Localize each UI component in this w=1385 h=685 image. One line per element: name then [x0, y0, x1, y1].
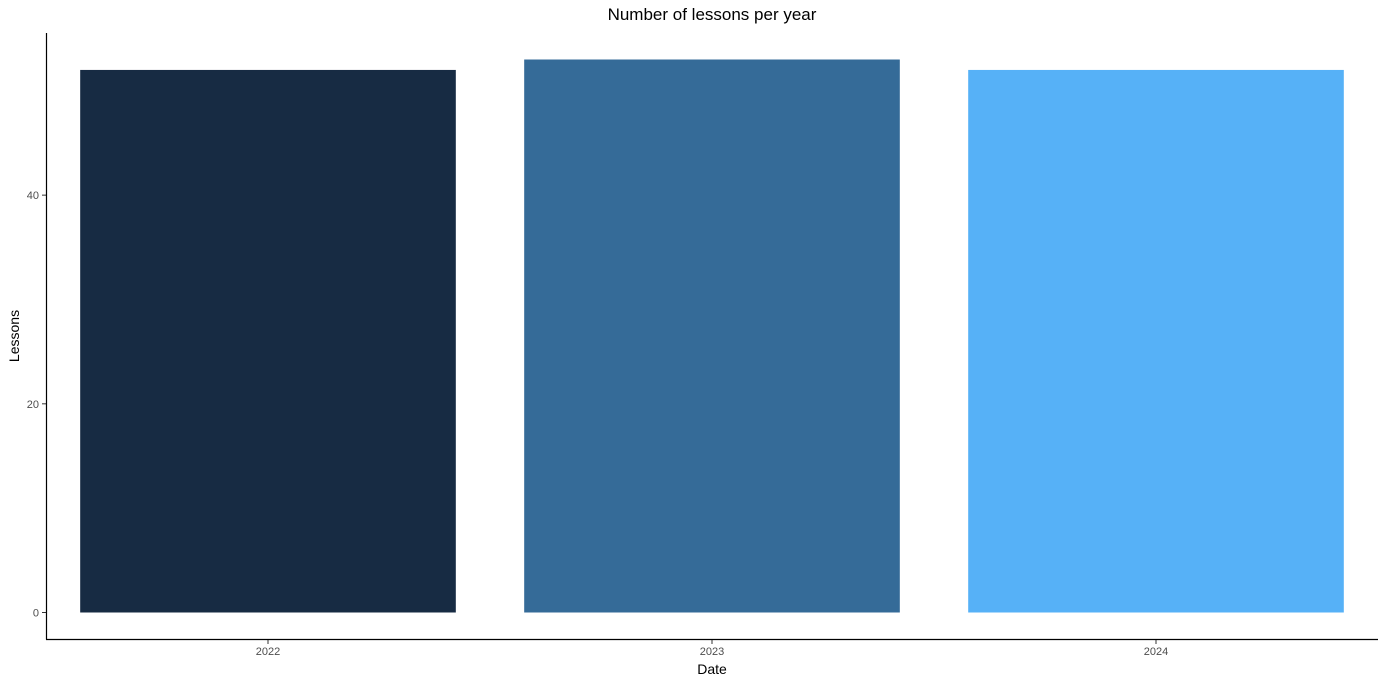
bar-2022	[80, 69, 456, 613]
x-tick-label: 2022	[256, 646, 280, 658]
x-axis-title: Date	[697, 661, 727, 677]
y-tick-label: 40	[27, 190, 39, 202]
y-tick-label: 20	[27, 399, 39, 411]
bar-2024	[968, 69, 1344, 613]
chart-title: Number of lessons per year	[608, 5, 817, 24]
y-tick-label: 0	[33, 608, 39, 620]
y-axis-ticks: 0 20 40	[27, 190, 46, 620]
x-tick-label: 2023	[700, 646, 724, 658]
x-axis-ticks: 2022 2023 2024	[256, 640, 1168, 658]
x-tick-label: 2024	[1144, 646, 1168, 658]
bars-group	[80, 59, 1344, 613]
y-axis-title: Lessons	[6, 310, 22, 362]
bar-2023	[524, 59, 900, 613]
